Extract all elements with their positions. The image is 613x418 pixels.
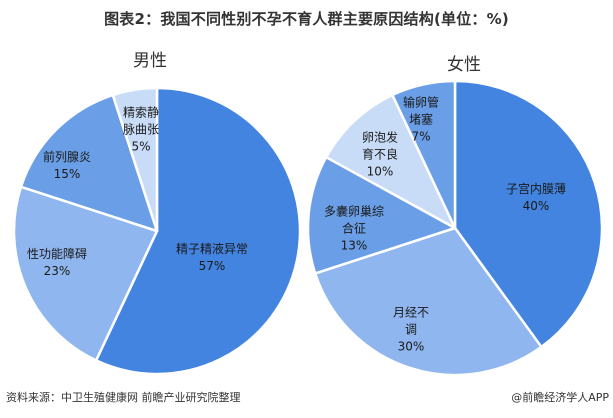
- pie-slice: [453, 79, 604, 349]
- slice-label-text: 精索静: [122, 105, 160, 120]
- slice-label-text: 卵泡发: [361, 130, 399, 145]
- pie-slice: [111, 86, 159, 233]
- slice-label-text: 合征: [341, 221, 367, 236]
- pie-slice: [94, 86, 302, 376]
- slice-label-text: 多囊卵巢综: [323, 204, 385, 219]
- slice-label: 精子精液异常 57%: [176, 241, 248, 275]
- slice-percent: 23%: [43, 264, 71, 278]
- slice-label-text: 精子精液异常: [175, 242, 249, 256]
- slice-label-text: 前列腺炎: [42, 150, 92, 164]
- slice-percent: 10%: [366, 164, 394, 179]
- slice-label-text: 调: [404, 322, 418, 337]
- pie-slice: [12, 185, 159, 362]
- pie-slice: [306, 155, 457, 275]
- slice-label: 输卵管堵塞 7%: [403, 95, 439, 146]
- slice-percent: 40%: [522, 199, 550, 213]
- female-pie-title: 女性: [447, 55, 481, 75]
- pie-slice: [391, 79, 457, 230]
- slice-percent: 30%: [397, 339, 425, 354]
- slice-label: 前列腺炎 15%: [43, 149, 91, 183]
- pie-slice: [313, 226, 543, 377]
- slice-label: 子宫内膜薄 40%: [506, 181, 566, 215]
- slice-percent: 7%: [411, 129, 431, 144]
- slice-label-text: 育不良: [361, 147, 399, 162]
- chart-title: 图表2：我国不同性别不孕不育人群主要原因结构(单位：%): [104, 10, 509, 28]
- slice-percent: 15%: [53, 167, 81, 181]
- slice-label-text: 输卵管: [402, 95, 440, 110]
- female-pie: [306, 79, 604, 377]
- slice-label: 多囊卵巢综合征 13%: [324, 204, 384, 255]
- slice-label-text: 子宫内膜薄: [505, 182, 567, 196]
- slice-label: 性功能障碍 23%: [27, 246, 87, 280]
- source-note: 资料来源：中卫生殖健康网 前瞻产业研究院整理: [6, 391, 241, 404]
- slice-label-text: 脉曲张: [122, 122, 160, 137]
- slice-percent: 57%: [198, 259, 226, 273]
- slice-percent: 13%: [340, 238, 368, 253]
- slice-label: 卵泡发育不良 10%: [362, 130, 398, 181]
- slice-label-text: 月经不: [392, 305, 430, 320]
- male-pie: [12, 86, 302, 376]
- credit-note: @前瞻经济学人APP: [511, 391, 609, 404]
- male-pie-title: 男性: [133, 51, 167, 71]
- slice-label-text: 性功能障碍: [26, 247, 88, 261]
- slice-label: 月经不调 30%: [393, 305, 429, 356]
- slice-percent: 5%: [131, 139, 151, 154]
- slice-label-text: 堵塞: [408, 112, 434, 127]
- slice-label: 精索静脉曲张 5%: [123, 105, 159, 156]
- pie-slice: [324, 93, 457, 230]
